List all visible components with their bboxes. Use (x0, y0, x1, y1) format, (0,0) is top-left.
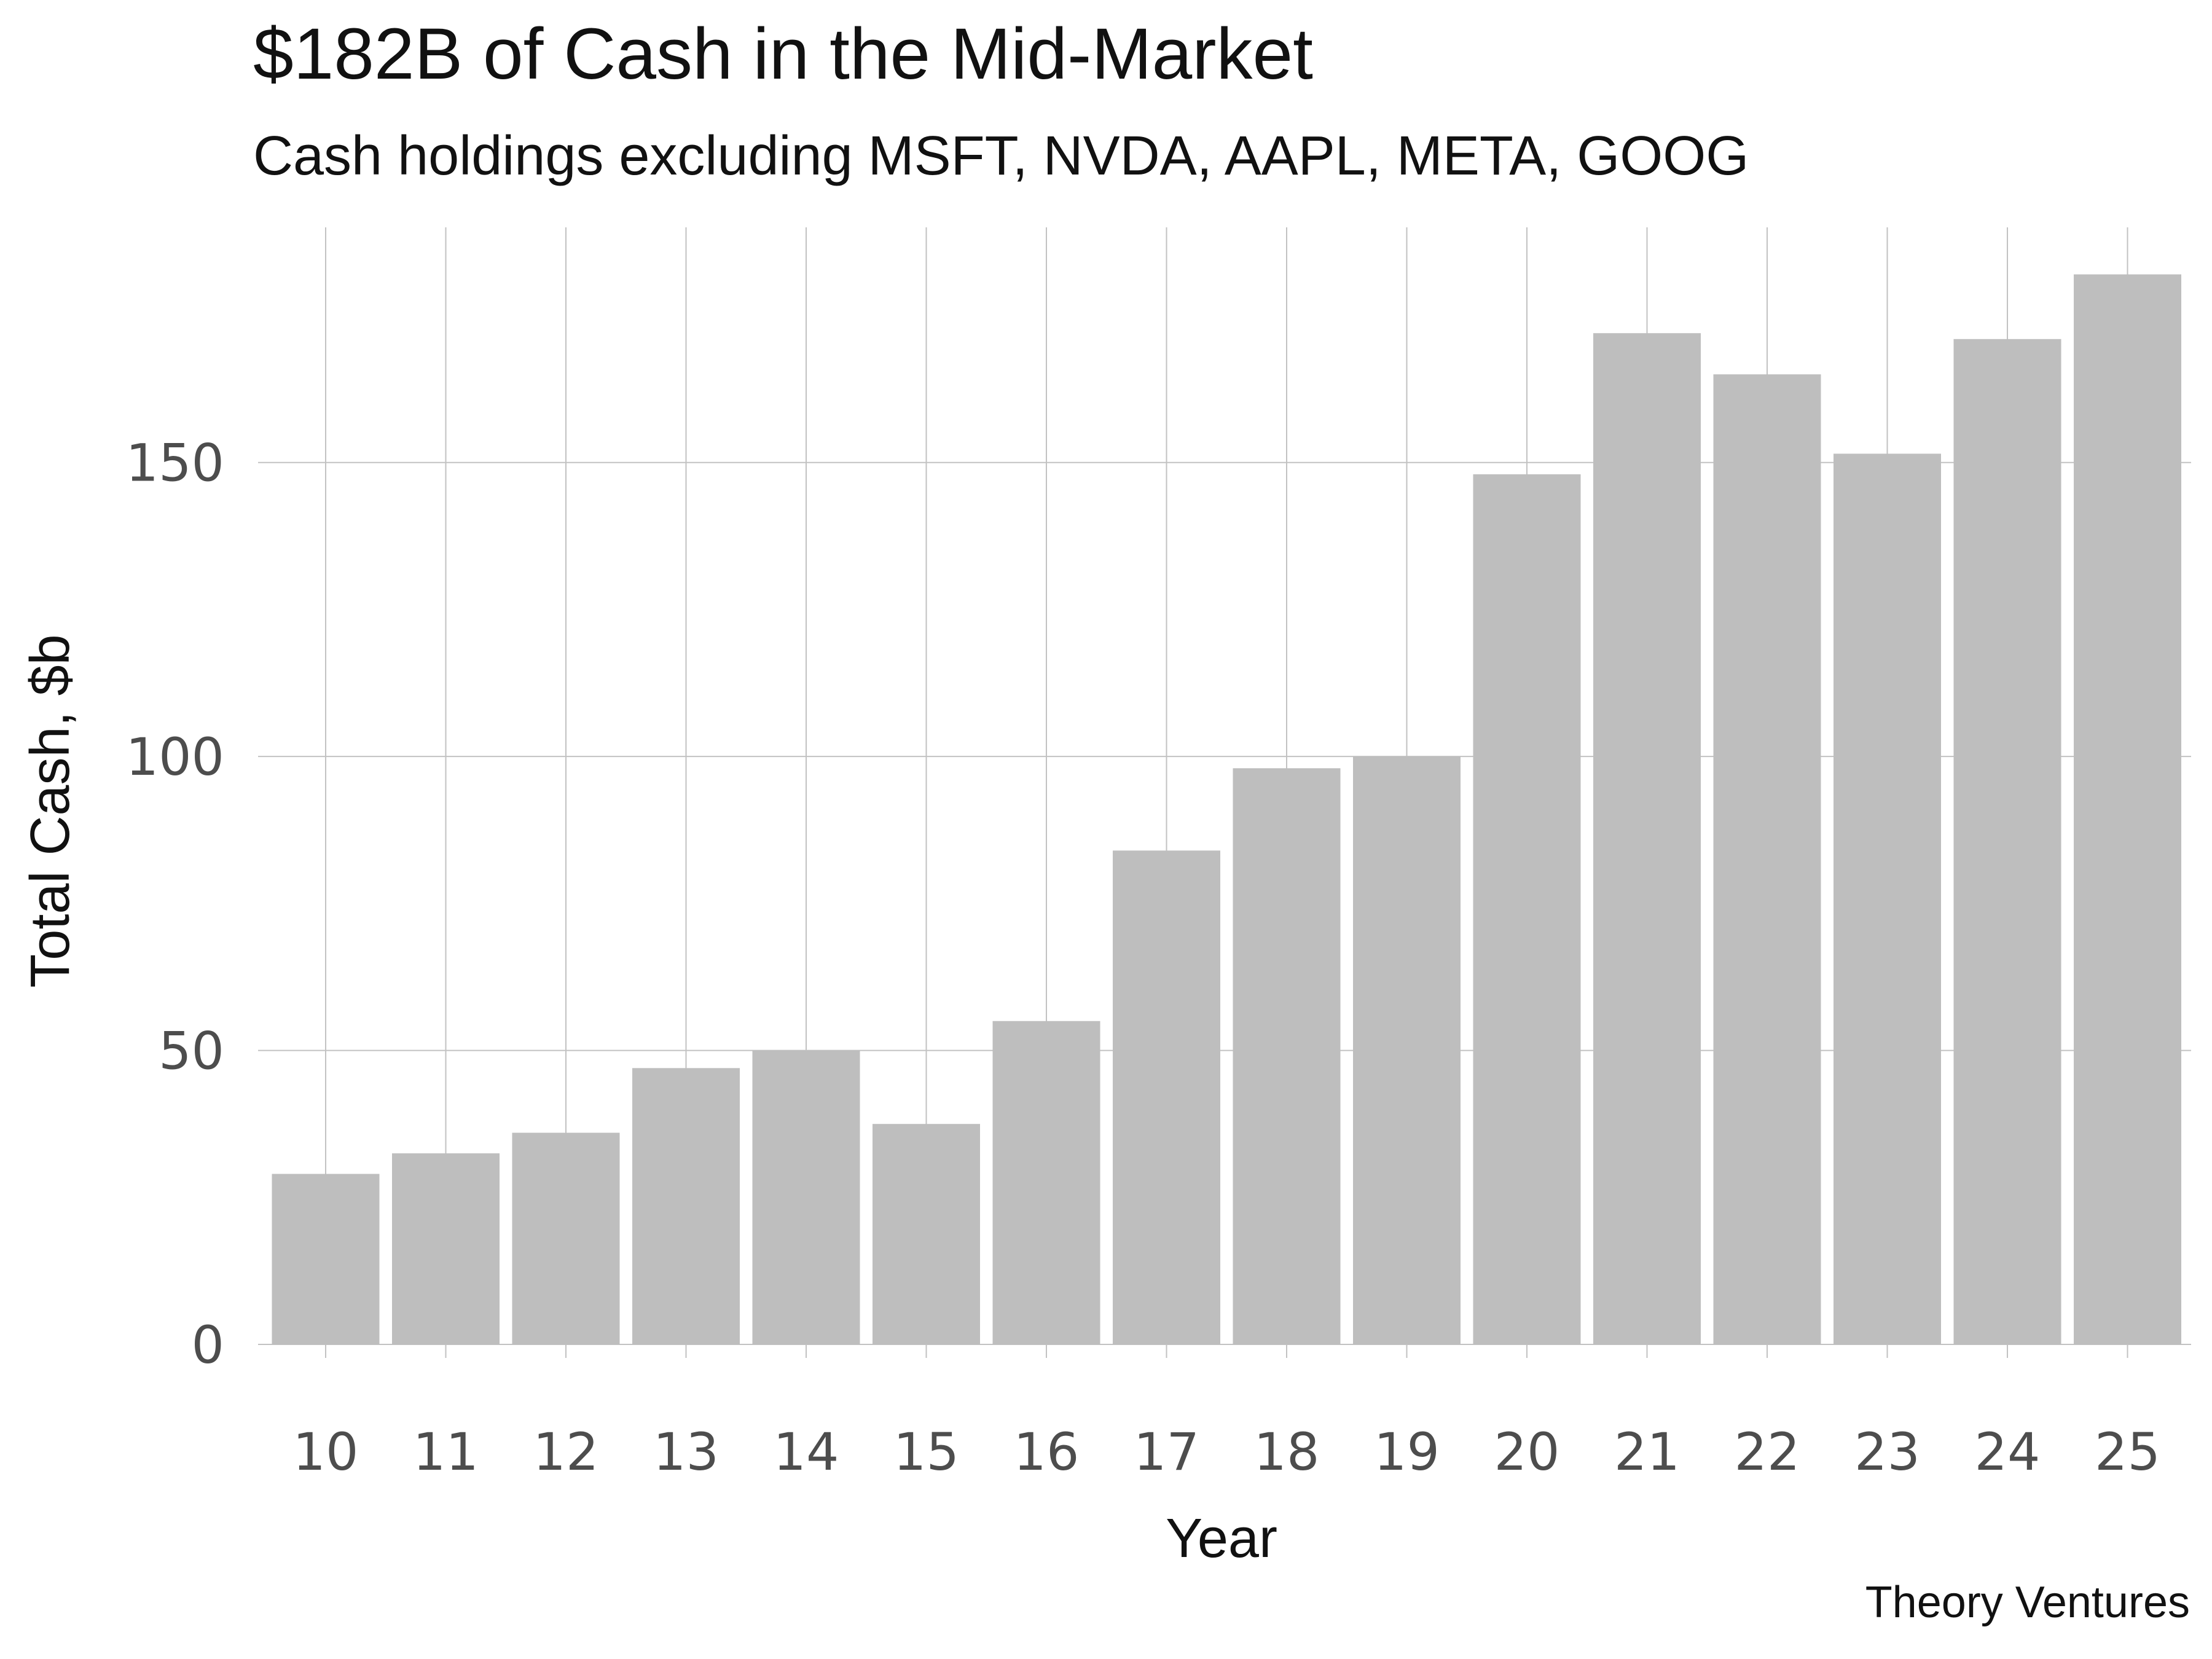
x-tick-label: 24 (1975, 1422, 2041, 1482)
bar-25 (2074, 274, 2181, 1344)
chart-title: $182B of Cash in the Mid-Market (253, 14, 1313, 95)
x-tick-labels: 10 11 12 13 14 15 16 17 18 19 20 21 22 23 24 25 (293, 1422, 2160, 1482)
bar-14 (752, 1050, 860, 1344)
y-axis-title: Total Cash, $b (20, 634, 81, 987)
x-tick-label: 19 (1374, 1422, 1440, 1482)
x-tick-label: 13 (653, 1422, 719, 1482)
bar-20 (1473, 474, 1581, 1344)
x-tick-label: 21 (1614, 1422, 1680, 1482)
bar-18 (1233, 768, 1341, 1344)
bar-22 (1713, 374, 1821, 1345)
bar-17 (1113, 850, 1220, 1344)
bars (272, 274, 2181, 1345)
bar-21 (1593, 333, 1701, 1344)
x-tick-label: 17 (1134, 1422, 1199, 1482)
y-tick-label: 150 (126, 433, 224, 493)
y-tick-label: 100 (126, 727, 224, 787)
x-tick-label: 12 (533, 1422, 599, 1482)
x-tick-label: 23 (1854, 1422, 1920, 1482)
x-tick-label: 11 (413, 1422, 479, 1482)
bar-12 (512, 1132, 620, 1344)
x-tick-label: 15 (893, 1422, 959, 1482)
x-axis-title: Year (1166, 1508, 1277, 1569)
x-tick-label: 10 (293, 1422, 359, 1482)
bar-19 (1353, 756, 1461, 1344)
bar-11 (392, 1153, 500, 1344)
y-tick-label: 50 (159, 1021, 224, 1081)
source-caption: Theory Ventures (1865, 1578, 2190, 1627)
x-tick-label: 22 (1735, 1422, 1800, 1482)
x-tick-label: 18 (1254, 1422, 1320, 1482)
bar-23 (1834, 453, 1941, 1344)
bar-13 (632, 1068, 740, 1344)
x-tick-label: 16 (1014, 1422, 1080, 1482)
bar-24 (1953, 339, 2061, 1344)
x-tick-label: 20 (1494, 1422, 1560, 1482)
x-tick-label: 14 (774, 1422, 839, 1482)
bar-10 (272, 1174, 380, 1344)
bar-16 (992, 1021, 1100, 1344)
y-tick-label: 0 (192, 1315, 224, 1375)
x-tick-label: 25 (2095, 1422, 2160, 1482)
bar-15 (873, 1124, 980, 1344)
chart-subtitle: Cash holdings excluding MSFT, NVDA, AAPL… (253, 125, 1749, 187)
y-tick-labels: 0 50 100 150 (126, 433, 224, 1375)
